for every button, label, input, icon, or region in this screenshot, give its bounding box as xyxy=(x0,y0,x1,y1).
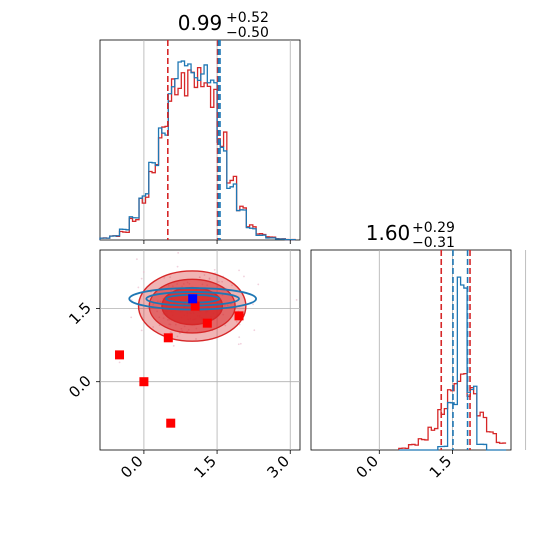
red-marker xyxy=(234,311,244,321)
sample-point xyxy=(257,283,260,286)
sample-point xyxy=(237,343,240,346)
tick-label: 0.0 xyxy=(353,452,383,482)
histogram-series-group xyxy=(99,60,296,241)
red-marker xyxy=(115,350,125,360)
panel-title: 0.99 xyxy=(178,11,223,35)
sample-point xyxy=(213,268,216,271)
histogram-series xyxy=(398,372,507,450)
sample-point xyxy=(176,265,179,268)
grid xyxy=(100,250,300,450)
tick-label: 3.0 xyxy=(263,452,293,482)
sample-point xyxy=(142,271,145,273)
tick-label: 1.5 xyxy=(190,452,220,482)
sample-point xyxy=(170,331,173,334)
title-upper-error: +0.29 xyxy=(412,220,455,236)
marginal-histogram-param-2: 0.0 1.5 1.60 +0.29 −0.31 xyxy=(310,220,527,482)
red-marker xyxy=(190,301,200,311)
sample-point xyxy=(176,335,179,338)
title-value: 0.99 xyxy=(178,11,223,35)
red-marker xyxy=(163,333,173,343)
red-marker xyxy=(139,377,149,387)
sample-point xyxy=(238,336,241,339)
sample-point xyxy=(217,280,220,283)
histogram-series xyxy=(99,60,296,241)
title-value: 1.60 xyxy=(366,221,411,245)
tick-label: 1.5 xyxy=(65,299,95,329)
sample-point xyxy=(152,326,155,328)
sample-point xyxy=(208,277,211,280)
sample-point xyxy=(295,298,298,301)
x-ticks: 0.0 1.5 3.0 xyxy=(117,450,293,482)
sample-point xyxy=(118,361,121,364)
sample-point xyxy=(137,286,140,289)
panel-frame xyxy=(99,39,301,241)
sample-point xyxy=(235,320,238,323)
sample-point xyxy=(221,280,224,283)
sample-point xyxy=(177,251,180,254)
blue-marker xyxy=(188,294,198,304)
sample-point xyxy=(239,342,242,345)
sample-point xyxy=(195,338,197,340)
x-ticks: 0.0 1.5 xyxy=(353,450,456,482)
quantile-lines xyxy=(440,250,471,450)
sample-point xyxy=(231,284,233,287)
joint-scatter-panel: 0.0 1.5 3.0 0.0 1.5 xyxy=(65,249,301,482)
marker-points xyxy=(115,294,244,428)
title-lower-error: −0.50 xyxy=(226,25,269,41)
sample-point xyxy=(178,332,181,335)
sample-point xyxy=(163,276,166,279)
sample-point xyxy=(130,316,133,319)
sample-point xyxy=(140,329,143,332)
quantile-lines xyxy=(167,40,221,240)
sample-point xyxy=(243,275,245,278)
title-lower-error: −0.31 xyxy=(412,235,455,251)
sample-point xyxy=(198,276,201,279)
sample-point xyxy=(140,277,143,280)
marginal-histogram-param-1: 0.99 +0.52 −0.50 xyxy=(99,10,301,244)
tick-label: 1.5 xyxy=(426,452,456,482)
x-ticks xyxy=(143,240,291,244)
sample-point xyxy=(130,299,133,301)
tick-label: 0.0 xyxy=(65,372,95,402)
red-marker xyxy=(202,318,212,328)
title-upper-error: +0.52 xyxy=(226,10,269,26)
red-marker xyxy=(166,418,176,428)
sample-point xyxy=(172,344,175,347)
panel-title: 1.60 xyxy=(366,221,411,245)
sample-point xyxy=(238,269,240,272)
sample-point xyxy=(224,324,227,327)
sample-point xyxy=(252,303,254,306)
tick-label: 0.0 xyxy=(117,452,147,482)
histogram-series xyxy=(398,276,507,451)
sample-point xyxy=(238,307,241,310)
panel-frame xyxy=(310,249,512,451)
sample-point xyxy=(169,276,172,279)
histogram-series-group xyxy=(398,276,507,451)
y-ticks: 0.0 1.5 xyxy=(65,299,100,402)
sample-point xyxy=(253,329,256,332)
sample-point xyxy=(203,274,206,276)
sample-point xyxy=(135,258,138,261)
